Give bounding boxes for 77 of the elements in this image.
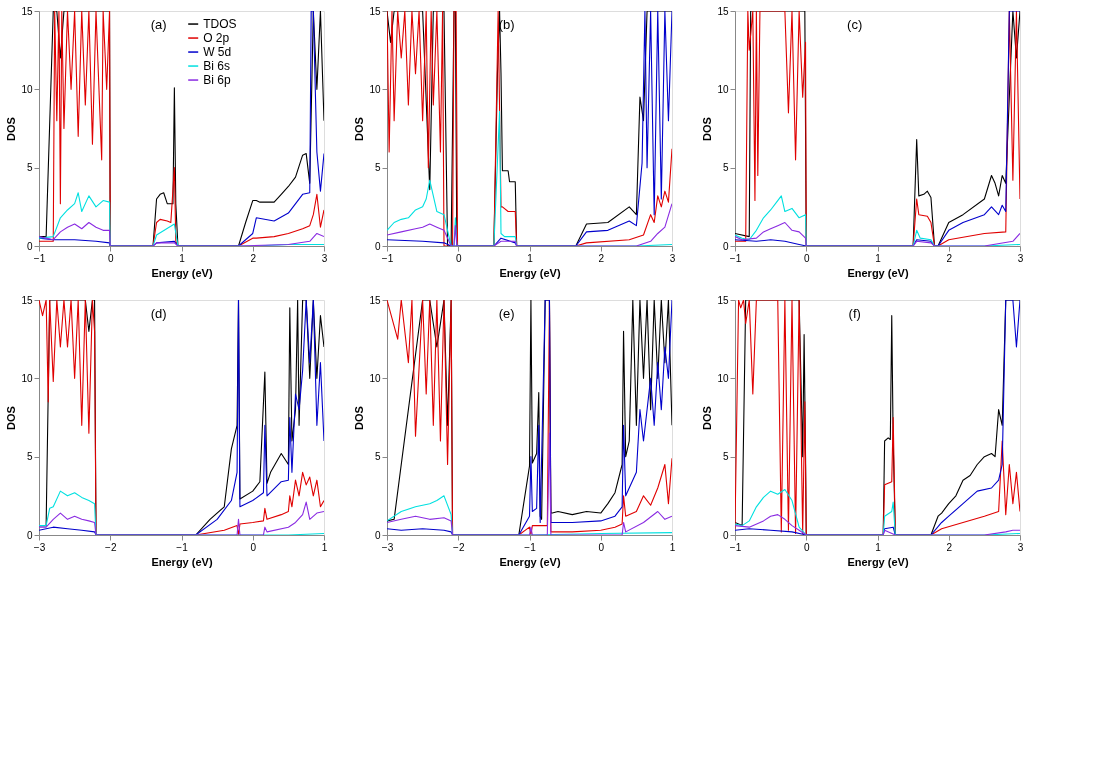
y-axis-title: DOS: [353, 117, 366, 141]
x-axis-title: Energy (eV): [151, 266, 213, 279]
y-tick-label: 5: [374, 451, 381, 463]
y-tick-label: 5: [26, 162, 33, 174]
x-axis-title: Energy (eV): [499, 266, 561, 279]
x-tick-label: 0: [803, 541, 810, 553]
y-tick-label: 15: [717, 5, 729, 17]
y-tick-label: 10: [717, 372, 729, 384]
y-axis-title: DOS: [353, 406, 366, 430]
legend-label: W 5d: [203, 45, 232, 60]
x-tick-label: −1: [729, 252, 742, 264]
y-tick-label: 0: [374, 529, 381, 541]
y-tick-label: 5: [26, 451, 33, 463]
legend-label: Bi 6p: [203, 73, 231, 88]
y-tick-label: 10: [21, 83, 33, 95]
x-axis-title: Energy (eV): [499, 555, 561, 568]
x-tick-label: 0: [598, 541, 605, 553]
x-tick-label: 1: [875, 541, 882, 553]
x-tick-label: 2: [946, 541, 953, 553]
y-tick-label: 5: [722, 162, 729, 174]
x-tick-label: 0: [803, 252, 810, 264]
legend-label: Bi 6s: [203, 59, 230, 74]
x-tick-label: 1: [527, 252, 534, 264]
y-tick-label: 15: [369, 5, 381, 17]
x-tick-label: −1: [524, 541, 537, 553]
x-tick-label: 1: [875, 252, 882, 264]
y-tick-label: 5: [722, 451, 729, 463]
y-tick-label: 0: [26, 240, 33, 252]
x-axis-title: Energy (eV): [151, 555, 213, 568]
y-tick-label: 5: [374, 162, 381, 174]
x-tick-label: 3: [1017, 541, 1024, 553]
x-tick-label: 0: [455, 252, 462, 264]
y-tick-label: 10: [369, 83, 381, 95]
y-axis-title: DOS: [701, 117, 714, 141]
annotation: (c): [847, 17, 863, 32]
x-tick-label: 3: [669, 252, 676, 264]
y-tick-label: 15: [369, 294, 381, 306]
annotation: (f): [848, 306, 861, 321]
x-tick-label: 0: [250, 541, 257, 553]
x-tick-label: −3: [381, 541, 394, 553]
x-tick-label: −1: [381, 252, 394, 264]
x-tick-label: 0: [107, 252, 114, 264]
legend-label: O 2p: [203, 31, 230, 46]
y-tick-label: 0: [26, 529, 33, 541]
x-axis-title: Energy (eV): [847, 555, 909, 568]
legend-label: TDOS: [203, 17, 237, 32]
annotation: (a): [150, 17, 167, 32]
y-tick-label: 0: [374, 240, 381, 252]
y-axis-title: DOS: [5, 406, 18, 430]
x-tick-label: 2: [598, 252, 605, 264]
y-tick-label: 15: [717, 294, 729, 306]
y-tick-label: 0: [722, 529, 729, 541]
y-tick-label: 15: [21, 294, 33, 306]
x-tick-label: 1: [179, 252, 186, 264]
y-tick-label: 0: [722, 240, 729, 252]
x-tick-label: 2: [946, 252, 953, 264]
x-tick-label: 1: [669, 541, 676, 553]
x-tick-label: −3: [33, 541, 46, 553]
x-axis-title: Energy (eV): [847, 266, 909, 279]
x-tick-label: −1: [729, 541, 742, 553]
x-tick-label: −2: [105, 541, 117, 553]
annotation: (d): [150, 306, 167, 321]
y-tick-label: 10: [717, 83, 729, 95]
x-tick-label: −1: [33, 252, 46, 264]
annotation: (b): [498, 17, 515, 32]
x-tick-label: −1: [176, 541, 189, 553]
y-axis-title: DOS: [5, 117, 18, 141]
x-tick-label: 3: [321, 252, 328, 264]
y-tick-label: 15: [21, 5, 33, 17]
x-tick-label: 2: [250, 252, 257, 264]
y-tick-label: 10: [369, 372, 381, 384]
y-axis-title: DOS: [701, 406, 714, 430]
x-tick-label: −2: [453, 541, 465, 553]
x-tick-label: 3: [1017, 252, 1024, 264]
x-tick-label: 1: [321, 541, 328, 553]
annotation: (e): [498, 306, 515, 321]
y-tick-label: 10: [21, 372, 33, 384]
